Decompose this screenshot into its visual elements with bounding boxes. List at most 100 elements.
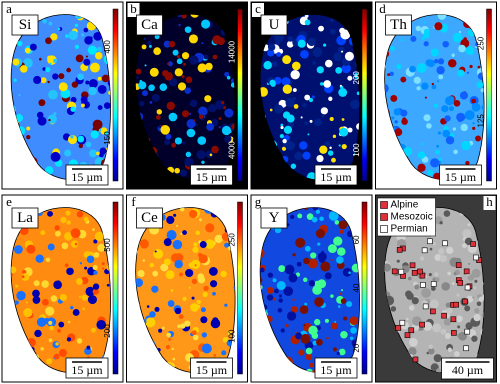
texture-spot: [328, 210, 339, 221]
texture-spot: [218, 117, 222, 120]
texture-spot: [221, 350, 227, 356]
texture-spot: [282, 111, 291, 119]
texture-spot: [453, 99, 461, 107]
texture-spot: [154, 250, 157, 253]
texture-spot: [208, 103, 217, 113]
texture-spot: [198, 114, 204, 119]
texture-spot: [327, 150, 334, 156]
texture-spot: [47, 80, 50, 84]
texture-spot: [53, 58, 58, 63]
texture-spot: [137, 269, 145, 278]
legend-swatch: [380, 201, 388, 209]
texture-spot: [408, 305, 415, 311]
texture-spot: [166, 62, 170, 65]
texture-spot: [303, 277, 308, 282]
texture-spot: [86, 345, 91, 350]
texture-spot: [156, 109, 162, 115]
texture-spot: [435, 149, 440, 155]
texture-spot: [14, 245, 23, 254]
texture-spot: [67, 320, 71, 324]
texture-spot: [142, 259, 146, 262]
texture-spot: [434, 22, 443, 31]
texture-spot: [452, 32, 463, 43]
texture-spot: [282, 138, 287, 144]
texture-spot: [168, 77, 178, 87]
texture-spot: [421, 82, 429, 90]
texture-spot: [350, 327, 357, 334]
texture-spot: [84, 36, 93, 45]
texture-spot: [400, 38, 404, 42]
texture-spot: [316, 338, 323, 346]
texture-spot: [390, 306, 397, 312]
texture-spot: [400, 109, 408, 117]
texture-spot: [344, 51, 354, 61]
texture-spot: [149, 311, 156, 318]
colorbar: [486, 8, 492, 182]
texture-spot: [417, 151, 426, 159]
texture-spot: [45, 66, 51, 73]
texture-spot: [70, 228, 81, 239]
texture-spot: [201, 332, 207, 338]
texture-spot: [58, 82, 68, 92]
texture-spot: [192, 246, 199, 253]
texture-spot: [227, 331, 232, 336]
texture-spot: [277, 308, 283, 313]
texture-spot: [312, 207, 319, 211]
texture-spot: [209, 280, 218, 288]
texture-spot: [221, 100, 225, 105]
texture-spot: [135, 278, 144, 288]
texture-spot: [185, 268, 194, 278]
element-label: Y: [269, 210, 280, 226]
texture-spot: [428, 344, 434, 349]
texture-spot: [431, 84, 437, 90]
texture-spot: [74, 242, 78, 246]
texture-spot: [97, 105, 103, 110]
texture-spot: [350, 99, 360, 110]
element-label: La: [17, 210, 33, 226]
texture-spot: [299, 141, 308, 150]
legend-swatch: [380, 213, 388, 221]
texture-spot: [88, 86, 97, 96]
texture-spot: [32, 289, 40, 298]
texture-spot: [189, 99, 198, 108]
texture-spot: [181, 52, 190, 60]
texture-spot: [279, 134, 284, 139]
colorbar-tick-label: 40: [352, 283, 361, 292]
texture-spot: [11, 266, 17, 274]
texture-spot: [311, 95, 315, 99]
texture-spot: [288, 273, 298, 283]
texture-spot: [47, 210, 53, 217]
texture-spot: [274, 104, 284, 114]
texture-spot: [66, 337, 72, 342]
texture-spot: [182, 141, 186, 145]
texture-spot: [97, 76, 102, 81]
texture-spot: [93, 239, 98, 244]
texture-spot: [396, 63, 402, 70]
panel: 250 125 d Th 15 µm: [375, 1, 497, 190]
texture-spot: [49, 325, 55, 331]
letter-box: [3, 196, 15, 210]
texture-spot: [50, 33, 58, 41]
texture-spot: [87, 45, 97, 55]
texture-spot: [434, 277, 440, 283]
texture-spot: [481, 312, 485, 318]
texture-spot: [166, 332, 172, 338]
texture-spot: [21, 273, 30, 281]
texture-spot: [57, 328, 61, 333]
texture-spot: [434, 59, 439, 64]
texture-spot: [439, 221, 443, 225]
texture-spot: [101, 74, 110, 83]
analysis-spot: [464, 328, 471, 335]
texture-spot: [287, 35, 294, 42]
texture-spot: [304, 121, 309, 126]
texture-spot: [338, 88, 348, 97]
texture-spot: [185, 76, 193, 84]
panel-letter: g: [255, 194, 262, 209]
texture-spot: [139, 239, 149, 249]
analysis-spot: [421, 247, 428, 254]
texture-spot: [89, 149, 98, 158]
texture-spot: [147, 40, 152, 46]
colorbar-tick-label: 4000: [228, 141, 237, 159]
texture-spot: [42, 67, 46, 71]
